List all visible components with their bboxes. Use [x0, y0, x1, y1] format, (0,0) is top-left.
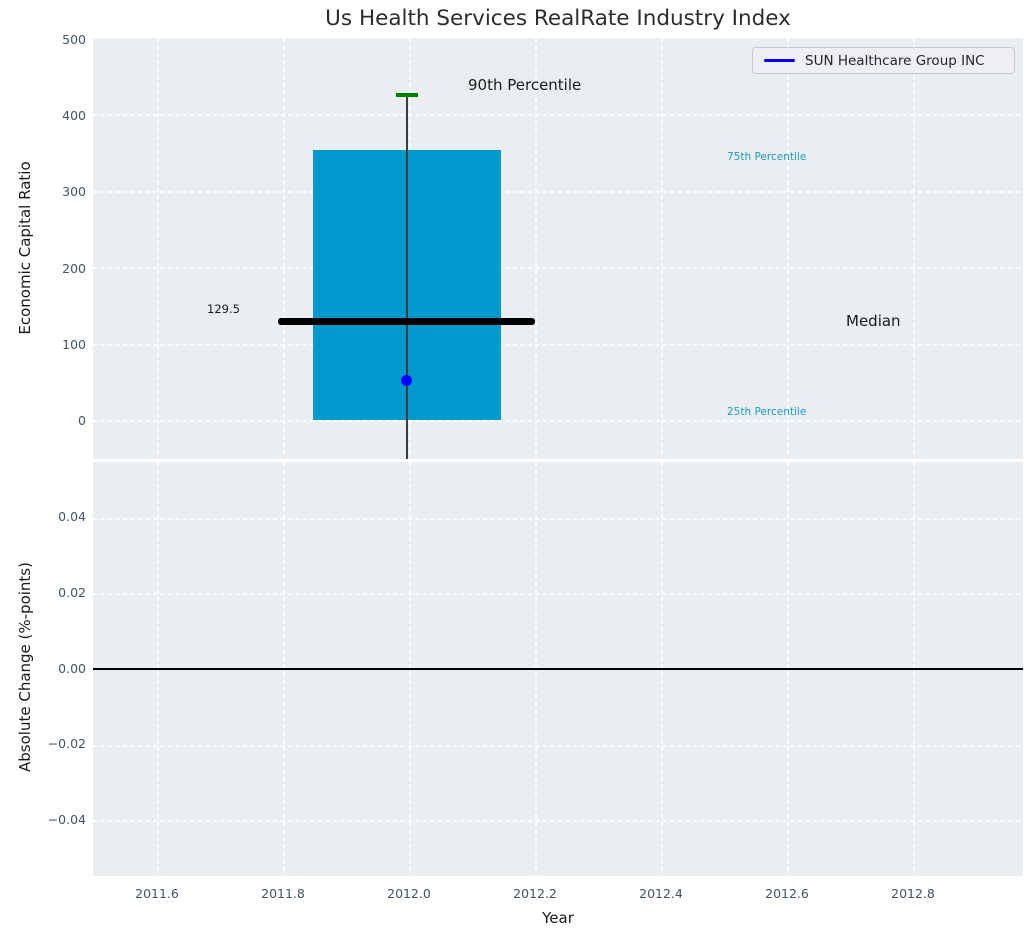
gridline-y–0.02 [93, 745, 1023, 747]
xtick-2012.4: 2012.4 [639, 886, 683, 901]
ylabel-economic-capital-ratio: Economic Capital Ratio [16, 161, 34, 335]
chart-title: Us Health Services RealRate Industry Ind… [325, 6, 791, 31]
annotation-median: Median [846, 312, 901, 330]
gridline-y-200 [93, 267, 1023, 269]
legend-series-label: SUN Healthcare Group INC [805, 52, 985, 69]
gridline-x-2011.8 [283, 38, 285, 459]
xtick-2012.6: 2012.6 [765, 886, 809, 901]
median-line [278, 318, 535, 325]
ytick--0.02: −0.02 [47, 736, 86, 751]
annotation-90th-percentile: 90th Percentile [468, 76, 582, 94]
zero-reference-line [93, 668, 1023, 670]
axes-absolute-change [93, 462, 1023, 876]
xtick-2011.6: 2011.6 [135, 886, 179, 901]
gridline-y–0.04 [93, 820, 1023, 822]
legend-line-icon [764, 59, 795, 62]
gridline-y-300 [93, 191, 1023, 193]
gridline-x-2011.6 [157, 38, 159, 459]
xtick-2012.2: 2012.2 [513, 886, 557, 901]
gridline-x-2012.6 [787, 38, 789, 459]
gridline-y-0.02 [93, 593, 1023, 595]
gridline-x-2012.4 [661, 38, 663, 459]
ytick-500: 500 [62, 32, 86, 47]
ytick-400: 400 [62, 108, 86, 123]
gridline-x-2012.8 [913, 38, 915, 459]
ytick-0.00: 0.00 [58, 661, 86, 676]
sun-healthcare-data-point [401, 375, 412, 386]
axes-economic-capital-ratio: 90th Percentile 129.5 75th Percentile Me… [93, 38, 1023, 459]
xtick-2012.0: 2012.0 [387, 886, 431, 901]
legend: SUN Healthcare Group INC [752, 47, 1015, 74]
annotation-median-value: 129.5 [207, 302, 240, 316]
ytick-0: 0 [78, 413, 86, 428]
xtick-2012.8: 2012.8 [891, 886, 935, 901]
ytick-0.04: 0.04 [58, 509, 86, 524]
annotation-75th-percentile: 75th Percentile [727, 151, 807, 163]
whisker-line-inside-box [406, 150, 408, 420]
annotation-25th-percentile: 25th Percentile [727, 406, 807, 418]
ytick--0.04: −0.04 [47, 812, 86, 827]
ytick-200: 200 [62, 261, 86, 276]
gridline-y-400 [93, 114, 1023, 116]
xtick-2011.8: 2011.8 [261, 886, 305, 901]
ylabel-absolute-change: Absolute Change (%-points) [16, 562, 34, 772]
xlabel-year: Year [542, 909, 574, 927]
gridline-x-2012.2 [535, 38, 537, 459]
gridline-y-100 [93, 344, 1023, 346]
percentile-90-cap [396, 93, 418, 97]
gridline-y-0 [93, 420, 1023, 422]
gridline-y-0.04 [93, 518, 1023, 520]
ytick-300: 300 [62, 184, 86, 199]
ytick-100: 100 [62, 337, 86, 352]
ytick-0.02: 0.02 [58, 585, 86, 600]
